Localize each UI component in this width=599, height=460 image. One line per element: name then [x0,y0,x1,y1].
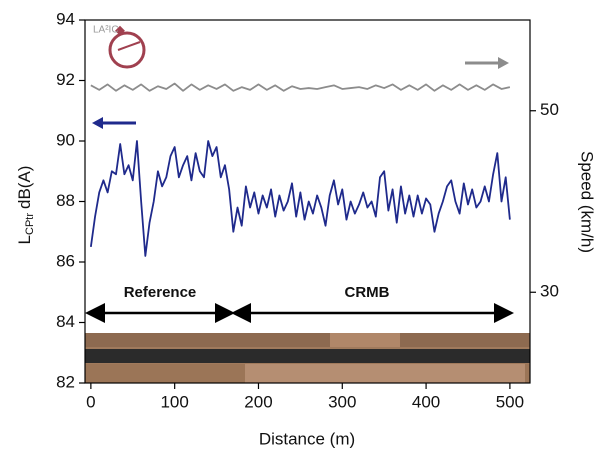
y2-tick-label: 30 [540,282,559,301]
y-tick-label: 86 [56,251,75,270]
x-tick-label: 300 [328,392,356,411]
y-axis-label-main: L [15,235,34,244]
x-tick-label: 0 [86,392,95,411]
x-axis-label: Distance (m) [259,429,355,448]
y-axis-label: LCPtr dB(A) [15,166,35,245]
annotation: CRMB [345,284,390,301]
y-tick-label: 82 [56,372,75,391]
logo-text: LA²IC [93,25,119,36]
y2-tick-label: 50 [540,100,559,119]
x-tick-label: 500 [496,392,524,411]
y-tick-label: 92 [56,70,75,89]
y-tick-label: 94 [56,9,75,28]
plot-frame [84,19,531,384]
direction-arrows [92,57,509,129]
annotation: Reference [124,284,197,301]
y-axis-label-sub: CPtr [24,213,36,235]
logo: LA²IC [93,25,146,69]
y-tick-label: 84 [56,312,75,331]
y-tick-label: 90 [56,130,75,149]
y2-axis-label: Speed (km/h) [578,151,597,253]
aerial-image [85,333,530,383]
x-tick-label: 100 [160,392,188,411]
y-tick-label: 88 [56,191,75,210]
data-line [89,140,511,257]
y-axis-label-unit: dB(A) [15,166,34,209]
data-line [90,82,511,92]
x-tick-label: 400 [412,392,440,411]
x-tick-label: 200 [244,392,272,411]
